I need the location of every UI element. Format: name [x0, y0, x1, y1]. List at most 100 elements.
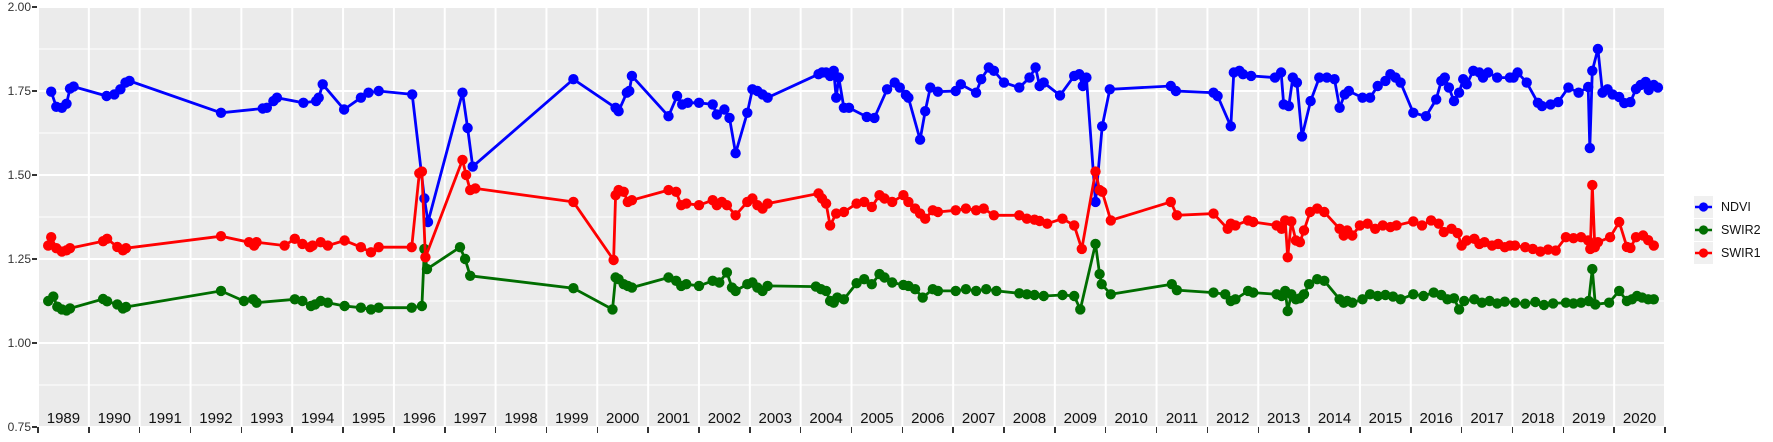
data-point: [568, 283, 579, 294]
data-point: [279, 240, 290, 251]
data-point: [1625, 96, 1636, 108]
data-point: [730, 210, 741, 221]
data-point: [120, 301, 132, 313]
data-point: [1334, 102, 1345, 114]
data-point: [1105, 215, 1117, 226]
data-point: [322, 240, 333, 251]
data-point: [671, 90, 683, 102]
x-axis-tick: [1104, 427, 1107, 433]
data-point: [988, 210, 1000, 221]
data-point: [1165, 196, 1177, 208]
data-point: [1075, 304, 1086, 315]
x-axis-year-label: 2005: [860, 410, 894, 427]
data-point: [1282, 305, 1293, 317]
data-point: [1208, 208, 1219, 219]
data-point: [693, 97, 705, 109]
data-point: [714, 277, 725, 288]
series-SWIR1: [43, 154, 1660, 266]
x-axis-tick: [138, 427, 141, 433]
data-point: [1362, 218, 1373, 229]
legend-label-swir2: SWIR2: [1721, 222, 1761, 237]
data-point: [373, 85, 384, 97]
data-point: [1275, 67, 1287, 78]
data-point: [271, 92, 283, 103]
data-point: [459, 253, 471, 265]
data-point: [1347, 297, 1358, 308]
x-axis-tick: [37, 427, 39, 433]
plot-svg: [38, 7, 1665, 427]
x-axis-year-label: 1998: [504, 410, 538, 427]
data-point: [903, 196, 914, 208]
data-point: [1076, 243, 1088, 255]
x-axis-year-label: 2003: [758, 410, 792, 427]
data-point: [421, 263, 433, 275]
data-point: [1521, 77, 1532, 88]
data-point: [730, 148, 741, 159]
data-point: [1029, 289, 1040, 301]
data-point: [1408, 289, 1419, 300]
data-point: [457, 87, 468, 98]
data-point: [903, 92, 914, 103]
data-point: [1563, 82, 1574, 93]
data-point: [1592, 237, 1604, 248]
x-axis-tick: [1054, 427, 1056, 433]
data-point: [1248, 287, 1259, 298]
y-axis-tick: [32, 90, 37, 92]
data-point: [1584, 142, 1596, 154]
x-axis-tick: [1206, 427, 1209, 433]
x-axis-year-label: 2002: [707, 410, 742, 427]
data-point: [762, 92, 773, 103]
data-point: [724, 112, 735, 124]
x-axis-tick: [240, 427, 243, 433]
data-point: [1547, 298, 1559, 309]
data-point: [1171, 210, 1183, 221]
data-point: [373, 302, 384, 313]
x-axis-tick: [799, 427, 802, 433]
x-axis-year-label: 2020: [1622, 410, 1657, 427]
data-point: [681, 279, 692, 290]
data-point: [1509, 240, 1521, 251]
legend: NDVI SWIR2 SWIR1: [1694, 195, 1761, 264]
data-point: [1536, 100, 1548, 112]
x-axis-year-label: 2013: [1266, 410, 1301, 427]
x-axis-tick: [494, 427, 497, 433]
data-point: [618, 186, 629, 197]
data-point: [1225, 121, 1237, 132]
data-point: [1057, 289, 1068, 301]
data-point: [693, 200, 705, 211]
data-point: [1583, 235, 1594, 246]
data-point: [1550, 245, 1561, 256]
data-point: [1319, 275, 1330, 286]
data-point: [317, 79, 328, 90]
data-point: [879, 272, 890, 283]
plot-panel: 1989 1990 1991 1992 1993 1994 1995 1996 1997 1998…: [38, 7, 1665, 427]
data-point: [1090, 166, 1101, 177]
data-point: [215, 231, 227, 242]
data-point: [960, 284, 972, 295]
data-point: [1509, 297, 1521, 308]
x-axis-year-label: 2014: [1317, 410, 1352, 427]
data-point: [251, 237, 262, 248]
data-point: [313, 92, 324, 103]
data-point: [1640, 76, 1651, 88]
data-point: [762, 280, 773, 292]
x-axis-year-label: 2012: [1216, 410, 1250, 427]
data-point: [1590, 299, 1601, 310]
x-axis-tick: [596, 427, 599, 433]
data-point: [1408, 107, 1419, 119]
data-point: [1077, 80, 1089, 92]
data-point: [1416, 220, 1428, 231]
y-axis-label-text: 0.75: [7, 420, 31, 434]
data-point: [339, 300, 350, 312]
data-point: [1343, 85, 1355, 97]
x-axis-tick: [1308, 427, 1310, 433]
data-point: [1587, 263, 1598, 275]
data-point: [307, 240, 318, 251]
data-point: [1030, 62, 1041, 73]
data-point: [1170, 85, 1182, 97]
data-point: [457, 154, 468, 166]
x-axis-tick: [342, 427, 344, 433]
data-point: [1230, 220, 1241, 231]
data-point: [1104, 84, 1116, 95]
data-point: [833, 72, 844, 83]
